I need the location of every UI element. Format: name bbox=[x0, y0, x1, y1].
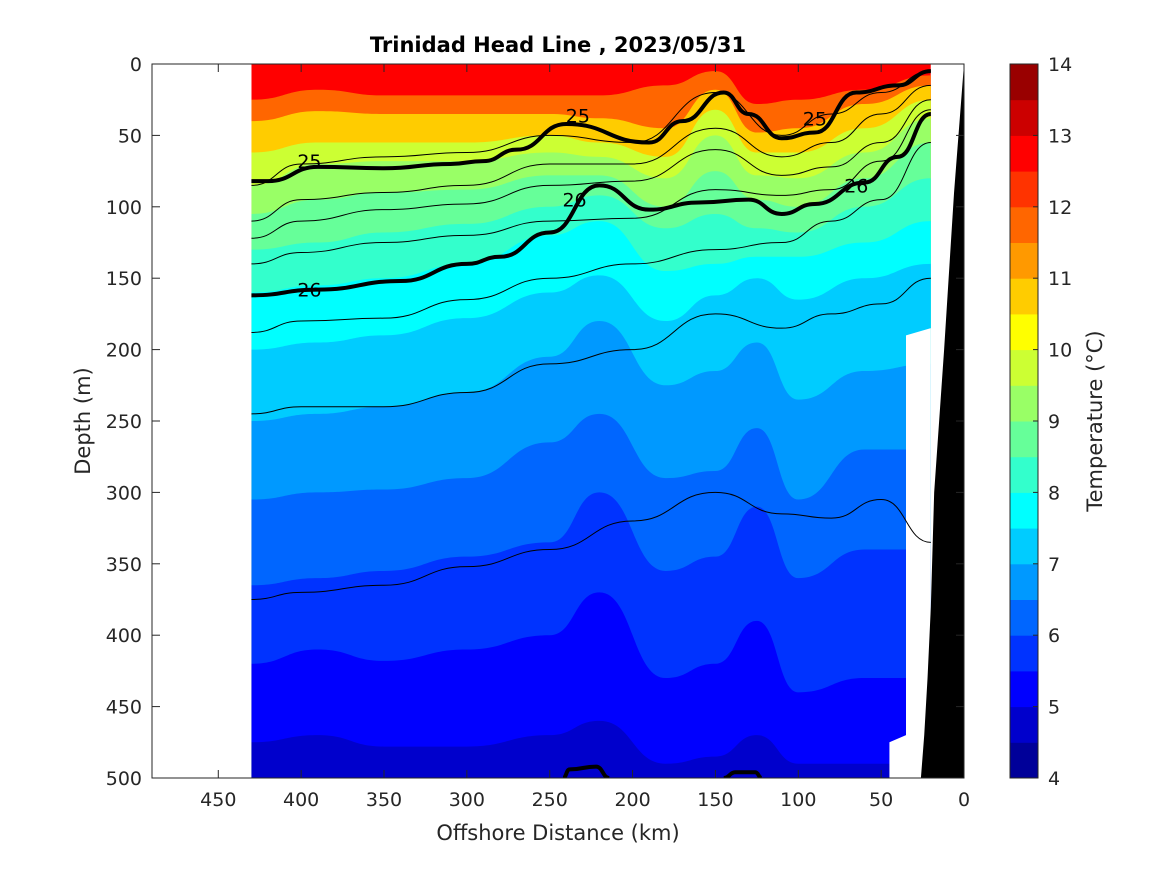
contour-label-26: 26 bbox=[562, 190, 586, 212]
colorbar-band bbox=[1010, 563, 1038, 600]
y-axis-ticks: 0 50 100 150 200 250 300 350 400 450 500 bbox=[106, 54, 964, 790]
y-tick-label: 250 bbox=[106, 411, 142, 433]
density-contour bbox=[251, 109, 931, 265]
no-data-region bbox=[889, 64, 931, 778]
colorbar-band bbox=[1010, 171, 1038, 208]
y-tick-label: 100 bbox=[106, 197, 142, 219]
density-contour bbox=[251, 99, 931, 239]
colorbar-tick-label: 8 bbox=[1048, 482, 1060, 504]
x-tick-label: 350 bbox=[366, 789, 402, 811]
density-contour bbox=[251, 84, 931, 222]
colorbar-band bbox=[1010, 706, 1038, 743]
colorbar-band bbox=[1010, 99, 1038, 136]
y-tick-label: 400 bbox=[106, 625, 142, 647]
y-tick-label: 300 bbox=[106, 482, 142, 504]
density-contour bbox=[251, 142, 931, 333]
temperature-field bbox=[251, 64, 931, 778]
x-tick-label: 100 bbox=[780, 789, 816, 811]
colorbar-band bbox=[1010, 242, 1038, 279]
contour-label-25: 25 bbox=[297, 151, 321, 173]
colorbar-tick-label: 9 bbox=[1048, 411, 1060, 433]
colorbar-band bbox=[1010, 492, 1038, 529]
contour-label-text: 25 bbox=[803, 108, 827, 130]
temperature-band bbox=[251, 720, 931, 778]
colorbar-band bbox=[1010, 385, 1038, 422]
density-contour-25 bbox=[251, 69, 932, 184]
colorbar-band bbox=[1010, 421, 1038, 458]
x-tick-label: 400 bbox=[283, 789, 319, 811]
y-tick-label: 50 bbox=[118, 125, 142, 147]
colorbar-tick-label: 4 bbox=[1048, 768, 1060, 790]
bottom-contour bbox=[723, 770, 763, 778]
bottom-contour bbox=[562, 764, 610, 778]
contour-lines bbox=[251, 69, 932, 778]
colorbar-band bbox=[1010, 670, 1038, 708]
colorbar-tick-label: 12 bbox=[1048, 197, 1072, 219]
bathymetry-layer bbox=[920, 64, 964, 778]
colorbar-band bbox=[1010, 135, 1038, 172]
y-tick-label: 350 bbox=[106, 554, 142, 576]
y-tick-label: 200 bbox=[106, 340, 142, 362]
contour-labels: 25 25 25 26 26 26 bbox=[297, 105, 868, 302]
colorbar-tick-label: 5 bbox=[1048, 697, 1060, 719]
colorbar-band bbox=[1010, 456, 1038, 493]
y-tick-label: 450 bbox=[106, 697, 142, 719]
contour-label-25: 25 bbox=[803, 108, 827, 130]
contour-label-26: 26 bbox=[297, 280, 321, 302]
colorbar-band bbox=[1010, 64, 1038, 101]
colorbar-band bbox=[1010, 635, 1038, 672]
colorbar-tick-label: 14 bbox=[1048, 54, 1072, 76]
colorbar-band bbox=[1010, 206, 1038, 243]
colorbar-tick-label: 10 bbox=[1048, 340, 1072, 362]
contour-label-26: 26 bbox=[844, 175, 868, 197]
x-tick-label: 150 bbox=[697, 789, 733, 811]
contour-label-text: 26 bbox=[562, 190, 586, 212]
colorbar: 4 5 6 7 8 9 10 11 12 13 14 bbox=[1009, 54, 1072, 790]
x-tick-label: 300 bbox=[449, 789, 485, 811]
contour-label-text: 25 bbox=[566, 105, 590, 127]
x-tick-label: 50 bbox=[869, 789, 893, 811]
y-tick-label: 150 bbox=[106, 268, 142, 290]
chart-title: Trinidad Head Line , 2023/05/31 bbox=[370, 33, 746, 57]
contour-label-25: 25 bbox=[566, 105, 590, 127]
colorbar-band bbox=[1010, 599, 1038, 636]
colorbar-tick-label: 11 bbox=[1048, 268, 1072, 290]
x-tick-label: 200 bbox=[614, 789, 650, 811]
colorbar-tick-label: 7 bbox=[1048, 554, 1060, 576]
y-axis-title: Depth (m) bbox=[71, 367, 95, 474]
colorbar-tick-label: 13 bbox=[1048, 125, 1072, 147]
colorbar-label: Temperature (°C) bbox=[1083, 330, 1107, 512]
colorbar-band bbox=[1010, 349, 1038, 386]
colorbar-band bbox=[1010, 313, 1038, 351]
temperature-band bbox=[251, 592, 931, 778]
colorbar-band bbox=[1010, 742, 1038, 779]
x-tick-label: 250 bbox=[532, 789, 568, 811]
x-tick-label: 0 bbox=[958, 789, 970, 811]
x-axis-ticks: 450 400 350 300 250 200 150 100 50 0 bbox=[200, 64, 970, 811]
colorbar-band bbox=[1010, 528, 1038, 565]
contour-label-text: 26 bbox=[297, 280, 321, 302]
colorbar-tick-label: 6 bbox=[1048, 625, 1060, 647]
x-axis-title: Offshore Distance (km) bbox=[436, 821, 679, 845]
density-contour bbox=[251, 277, 931, 415]
density-contour-26 bbox=[251, 111, 932, 298]
density-contour bbox=[251, 491, 931, 600]
y-tick-label: 500 bbox=[106, 768, 142, 790]
contour-label-text: 25 bbox=[297, 151, 321, 173]
colorbar-band bbox=[1010, 278, 1038, 315]
seafloor-bathymetry bbox=[920, 64, 964, 778]
y-tick-label: 0 bbox=[130, 54, 142, 76]
x-tick-label: 450 bbox=[200, 789, 236, 811]
contour-label-text: 26 bbox=[844, 175, 868, 197]
